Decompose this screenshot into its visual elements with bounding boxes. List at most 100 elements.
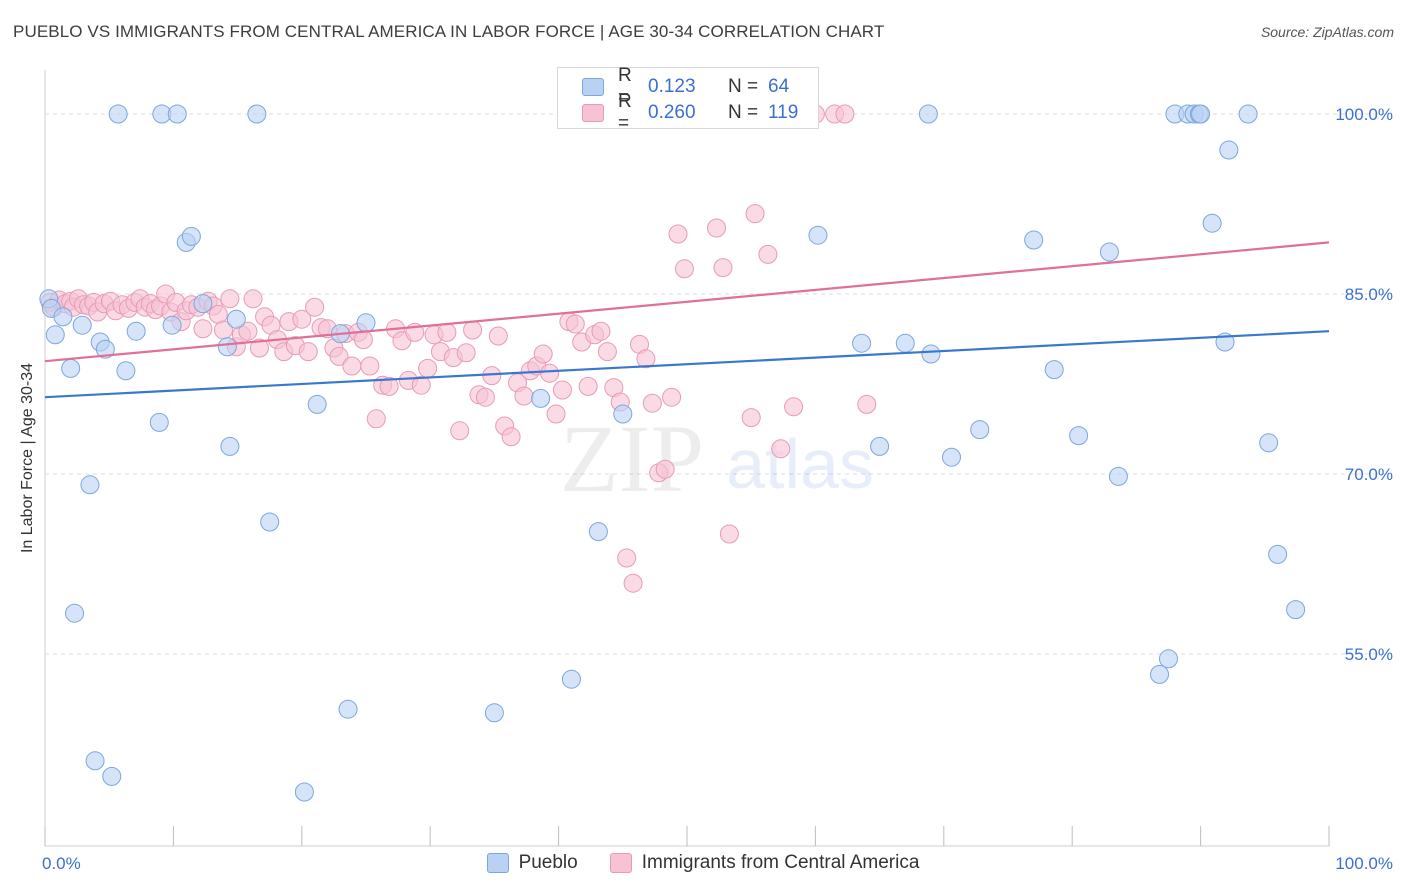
pueblo-point — [65, 603, 85, 623]
y-tick-label: 70.0% — [1345, 465, 1393, 484]
immigrants-point — [617, 548, 637, 568]
legend-r-value: 0.260 — [648, 102, 696, 123]
watermark-atlas: atlas — [726, 425, 874, 503]
immigrants-point — [488, 326, 508, 346]
pueblo-point — [1024, 230, 1044, 250]
immigrants-point — [456, 343, 476, 363]
series-pueblo-points — [39, 104, 1306, 802]
immigrants-point — [719, 524, 739, 544]
pueblo-point — [531, 388, 551, 408]
pueblo-point — [116, 361, 136, 381]
immigrants-point — [707, 218, 727, 238]
immigrants-point — [501, 427, 521, 447]
pueblo-point — [61, 358, 81, 378]
pueblo-point — [102, 766, 122, 786]
immigrants-point — [360, 356, 380, 376]
immigrants-point — [662, 387, 682, 407]
pueblo-point — [260, 512, 280, 532]
immigrants-point — [623, 573, 643, 593]
pueblo-point — [1268, 544, 1288, 564]
legend-n-label: N = — [728, 102, 759, 123]
pueblo-point — [1259, 433, 1279, 453]
grid-lines — [45, 113, 1389, 655]
pueblo-point — [80, 475, 100, 495]
immigrants-point — [552, 380, 572, 400]
series-legend: Pueblo Immigrants from Central America — [0, 852, 1406, 874]
legend-n-label: N = — [728, 76, 759, 97]
immigrants-point — [379, 376, 399, 396]
legend-row-pueblo: R = 0.123 N = 64 — [582, 65, 790, 108]
immigrants-point — [857, 394, 877, 414]
pueblo-point — [220, 436, 240, 456]
pueblo-point — [613, 404, 633, 424]
legend-label-pueblo: Pueblo — [518, 852, 578, 873]
pueblo-point — [162, 315, 182, 335]
immigrants-point — [249, 338, 269, 358]
immigrants-point — [578, 376, 598, 396]
pueblo-point — [870, 436, 890, 456]
legend-label-immigrants: Immigrants from Central America — [641, 852, 920, 873]
x-tick-label-end: 100.0% — [1335, 854, 1393, 873]
immigrants-point — [329, 346, 349, 366]
pueblo-point — [921, 344, 941, 364]
immigrants-point — [292, 309, 312, 329]
immigrants-point — [835, 104, 855, 124]
pueblo-point — [1044, 360, 1064, 380]
legend-r-value: 0.123 — [648, 76, 696, 97]
legend-item-pueblo: Pueblo — [486, 852, 578, 874]
pueblo-point — [1219, 140, 1239, 160]
immigrants-point — [243, 289, 263, 309]
pueblo-point — [294, 782, 314, 802]
immigrants-point — [546, 404, 566, 424]
immigrants-point — [771, 439, 791, 459]
pueblo-point — [1069, 426, 1089, 446]
pueblo-point — [53, 307, 73, 327]
immigrants-point — [745, 204, 765, 224]
immigrants-point — [475, 387, 495, 407]
watermark-zip: ZIP — [560, 405, 704, 512]
trend-lines — [44, 241, 1330, 399]
immigrants-point — [674, 259, 694, 279]
legend-swatch-pueblo — [582, 78, 604, 96]
stats-legend: R = 0.123 N = 64 R = 0.260 N = 119 — [557, 65, 819, 134]
immigrants-point — [366, 409, 386, 429]
immigrants-point — [636, 349, 656, 369]
pueblo-point — [895, 333, 915, 353]
immigrants-point — [533, 344, 553, 364]
immigrants-point — [540, 363, 560, 383]
pueblo-point — [1150, 664, 1170, 684]
immigrants-point — [238, 321, 258, 341]
y-axis-title: In Labor Force | Age 30-34 — [19, 362, 36, 554]
immigrants-point — [713, 258, 733, 278]
series-immigrants-points — [40, 104, 877, 593]
legend-r-label: R = — [618, 91, 632, 134]
legend-item-immigrants: Immigrants from Central America — [609, 852, 920, 874]
immigrants-point — [758, 244, 778, 264]
pueblo-point — [338, 699, 358, 719]
legend-row-immigrants: R = 0.260 N = 119 — [582, 91, 798, 134]
pueblo-trend-line — [44, 330, 1330, 399]
immigrants-point — [418, 358, 438, 378]
legend-r-label: R = — [618, 65, 632, 108]
immigrants-point — [305, 297, 325, 317]
immigrants-point — [514, 386, 534, 406]
immigrants-point — [463, 320, 483, 340]
pueblo-point — [808, 225, 828, 245]
immigrants-point — [668, 224, 688, 244]
immigrants-point — [784, 397, 804, 417]
y-tick-label: 55.0% — [1345, 645, 1393, 664]
y-tick-label: 85.0% — [1345, 285, 1393, 304]
pueblo-point — [970, 420, 990, 440]
pueblo-point — [484, 703, 504, 723]
legend-n-value: 64 — [768, 76, 790, 97]
y-tick-label: 100.0% — [1335, 105, 1393, 124]
x-tick-label-start: 0.0% — [42, 854, 81, 873]
watermark: ZIP atlas — [560, 405, 874, 512]
pueblo-point — [108, 104, 128, 124]
immigrants-trend-line — [44, 241, 1330, 363]
pueblo-point — [1108, 466, 1128, 486]
pueblo-point — [85, 751, 105, 771]
immigrants-point — [741, 408, 761, 428]
immigrants-point — [642, 393, 662, 413]
pueblo-point — [918, 104, 938, 124]
